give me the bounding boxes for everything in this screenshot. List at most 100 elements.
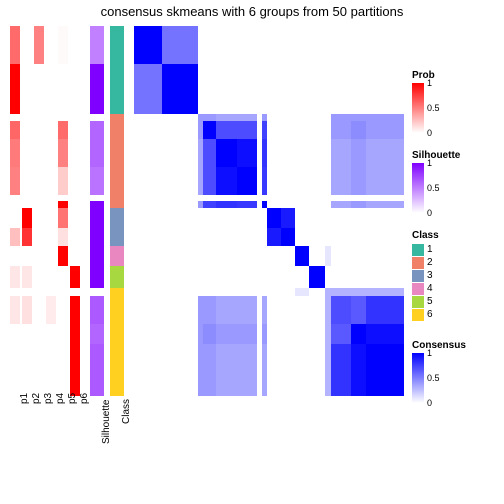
heatmap-cell (267, 64, 282, 114)
legend: Prob10.50 (412, 70, 435, 133)
heatmap-cell (267, 324, 282, 344)
heatmap-cell (203, 201, 216, 208)
heatmap-cell (216, 26, 236, 64)
legend-tick: 0.5 (427, 373, 440, 383)
prob-cell (34, 296, 44, 324)
prob-cell (70, 121, 80, 139)
prob-cell (22, 246, 32, 266)
heatmap-cell (366, 324, 404, 344)
heatmap-cell (281, 139, 294, 167)
heatmap-cell (267, 296, 282, 324)
class-label: 4 (427, 283, 433, 294)
prob-cell (34, 114, 44, 121)
prob-cell (58, 121, 68, 139)
heatmap-cell (295, 266, 310, 288)
heatmap-cell (331, 296, 351, 324)
prob-cell (34, 121, 44, 139)
class-cell (110, 266, 124, 288)
silhouette-cell (90, 228, 104, 246)
heatmap-cell (309, 288, 325, 296)
silhouette-cell (90, 296, 104, 324)
heatmap-cell (281, 266, 294, 288)
heatmap-cell (366, 228, 404, 246)
heatmap-cell (351, 26, 366, 64)
heatmap-cell (351, 266, 366, 288)
heatmap-cell (216, 208, 236, 228)
chart-title: consensus skmeans with 6 groups from 50 … (0, 4, 504, 19)
prob-cell (58, 139, 68, 167)
legend-gradient: 10.50 (412, 83, 424, 133)
prob-cell (70, 26, 80, 64)
legend-tick: 1 (427, 158, 432, 168)
heatmap-cell (309, 266, 325, 288)
silhouette-cell (90, 324, 104, 344)
class-cell (110, 208, 124, 228)
prob-cell (22, 324, 32, 344)
heatmap-cell (351, 288, 366, 296)
heatmap-cell (203, 64, 216, 114)
silhouette-cell (90, 208, 104, 228)
prob-cell (10, 208, 20, 228)
heatmap-cell (134, 167, 162, 195)
heatmap-cell (162, 344, 198, 396)
heatmap-cell (331, 121, 351, 139)
heatmap-cell (366, 139, 404, 167)
heatmap-cell (351, 139, 366, 167)
prob-cell (34, 288, 44, 296)
prob-cell (46, 114, 56, 121)
heatmap-cell (203, 296, 216, 324)
silhouette-cell (90, 139, 104, 167)
silhouette-cell (90, 64, 104, 114)
heatmap-cell (309, 228, 325, 246)
heatmap-cell (366, 201, 404, 208)
p-axis-label: p5 (67, 393, 78, 404)
heatmap-cell (331, 201, 351, 208)
heatmap-cell (281, 324, 294, 344)
class-cell (110, 26, 124, 64)
heatmap-cell (237, 139, 257, 167)
prob-cell (70, 114, 80, 121)
heatmap-cell (162, 246, 198, 266)
class-swatch (412, 283, 424, 295)
prob-cell (10, 296, 20, 324)
legend-title: Silhouette (412, 150, 460, 161)
legend-title: Class (412, 230, 439, 241)
heatmap-cell (134, 26, 162, 64)
heatmap-cell (203, 139, 216, 167)
heatmap-cell (162, 114, 198, 121)
heatmap-cell (331, 114, 351, 121)
heatmap-cell (331, 266, 351, 288)
prob-cell (10, 114, 20, 121)
prob-cell (10, 139, 20, 167)
silhouette-cell (90, 167, 104, 195)
heatmap-cell (203, 324, 216, 344)
silhouette-cell (90, 344, 104, 396)
heatmap-cell (351, 246, 366, 266)
heatmap-cell (281, 228, 294, 246)
heatmap-cell (162, 26, 198, 64)
legend-title: Consensus (412, 340, 466, 351)
prob-cell (58, 167, 68, 195)
legend-tick: 0.5 (427, 183, 440, 193)
heatmap-cell (295, 64, 310, 114)
heatmap-cell (331, 344, 351, 396)
prob-cell (22, 296, 32, 324)
heatmap-cell (237, 228, 257, 246)
heatmap-cell (295, 296, 310, 324)
heatmap-cell (237, 26, 257, 64)
class-axis-label: Class (121, 399, 132, 424)
prob-cell (58, 324, 68, 344)
heatmap-cell (267, 228, 282, 246)
heatmap-cell (309, 139, 325, 167)
heatmap-cell (237, 344, 257, 396)
class-cell (110, 114, 124, 121)
heatmap-cell (216, 139, 236, 167)
prob-cell (22, 228, 32, 246)
prob-cell (46, 324, 56, 344)
heatmap-cell (351, 344, 366, 396)
silhouette-cell (90, 246, 104, 266)
prob-cell (70, 201, 80, 208)
heatmap-cell (366, 26, 404, 64)
heatmap-cell (203, 288, 216, 296)
prob-cell (70, 344, 80, 396)
